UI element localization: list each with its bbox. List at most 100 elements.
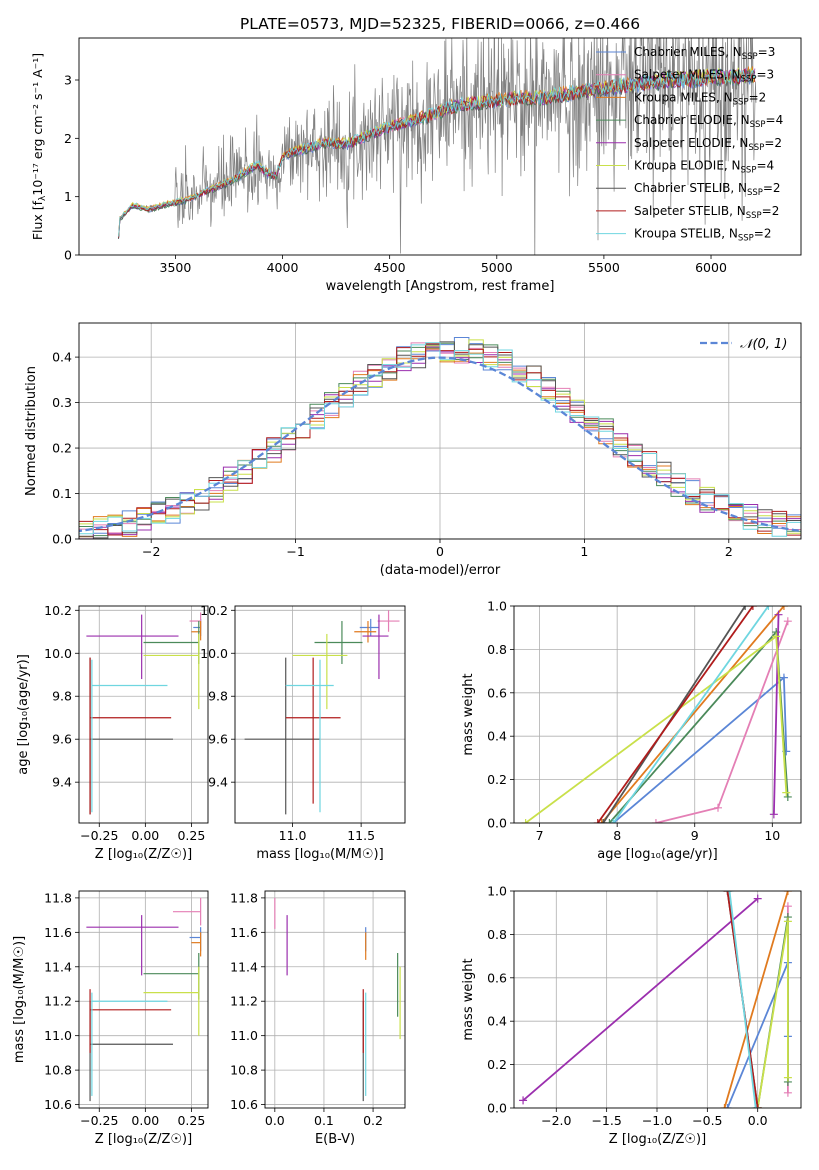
weight-marker-chabrier-elodie — [783, 792, 792, 801]
axes-frame — [513, 890, 802, 1109]
legend-value: =4 — [756, 159, 774, 173]
y-axis-label: mass weight — [461, 673, 476, 755]
y-tick-label: 9.4 — [52, 775, 72, 790]
axes-frame — [78, 605, 209, 824]
axes-frame — [513, 605, 802, 824]
y-tick-label: 11.2 — [230, 994, 258, 1009]
legend-name: Salpeter MILES, N — [634, 68, 741, 82]
y-tick-label: 10.6 — [44, 1097, 72, 1112]
weight-marker-kroupa-elodie — [783, 917, 792, 926]
x-tick-label: 0.2 — [363, 1113, 383, 1128]
legend-sub: SSP — [742, 52, 758, 62]
panel-mass_vs_EBV: 0.0 0.1 0.2 10.6 10.8 11.0 11.2 11.4 11.6 11.8 E(B… — [230, 890, 406, 1147]
model-line-kroupa-stelib — [118, 68, 756, 237]
weight-line-kroupa-stelib — [728, 891, 757, 1108]
legend-name: Kroupa STELIB, N — [634, 227, 738, 241]
weight-marker-salpeter-miles — [783, 1088, 792, 1097]
y-tick-label: 10.2 — [200, 603, 228, 618]
weight-marker-kroupa-miles — [783, 891, 792, 895]
y-tick-label: 11.4 — [230, 959, 258, 974]
axes-frame — [78, 37, 802, 256]
legend-value: =2 — [764, 136, 782, 150]
weight-marker-kroupa-stelib — [764, 606, 773, 610]
weight-marker-kroupa-elodie — [521, 819, 530, 823]
axes-frame — [78, 322, 802, 540]
y-tick-label: 2 — [64, 131, 72, 146]
plot-area — [514, 606, 801, 823]
y-tick-label: 11.6 — [44, 925, 72, 940]
x-tick-label: 5500 — [588, 260, 620, 275]
y-tick-label: 1.0 — [487, 599, 507, 614]
legend-sub: SSP — [741, 75, 757, 85]
x-tick-label: 4500 — [374, 260, 406, 275]
weight-marker-chabrier-miles — [723, 1104, 732, 1108]
y-tick-label: 10.2 — [44, 603, 72, 618]
legend-name: Chabrier MILES, N — [634, 45, 742, 59]
legend-name: Kroupa MILES, N — [634, 90, 733, 104]
x-axis-label: (data-model)/error — [380, 563, 501, 578]
axes-frame — [78, 890, 209, 1109]
weight-line-kroupa-stelib — [612, 606, 770, 823]
weight-marker-kroupa-stelib — [751, 1104, 760, 1108]
weight-marker-salpeter-stelib — [753, 1104, 762, 1108]
y-axis-label: mass weight — [461, 958, 476, 1040]
plot-area — [265, 891, 405, 1108]
legend-name: Kroupa ELODIE, N — [634, 159, 741, 173]
weight-marker-kroupa-stelib — [725, 891, 734, 895]
x-tick-label: 9 — [691, 828, 699, 843]
weight-line-salpeter-miles — [655, 620, 789, 823]
x-tick-label: 8 — [613, 828, 621, 843]
x-tick-label: 7 — [536, 828, 544, 843]
y-tick-label: 10.6 — [230, 1097, 258, 1112]
legend-label: Kroupa MILES, NSSP=2 — [634, 90, 766, 107]
normal-curve — [79, 356, 801, 533]
y-tick-label: 11.6 — [230, 925, 258, 940]
weight-marker-kroupa-elodie — [772, 632, 781, 641]
x-tick-label: −1.5 — [591, 1113, 621, 1128]
y-tick-label: 9.6 — [52, 732, 72, 747]
y-tick-label: 0.2 — [487, 772, 507, 787]
panel-spectrum: 3500 4000 4500 5000 5500 6000 0 1 2 3 wavelength [… — [30, 37, 802, 294]
weight-line-kroupa-miles — [601, 606, 785, 823]
legend-name: Chabrier STELIB, N — [634, 181, 747, 195]
weight-marker-kroupa-elodie — [782, 788, 791, 797]
legend-label: Chabrier MILES, NSSP=3 — [634, 45, 775, 62]
y-tick-label: 0.8 — [487, 927, 507, 942]
panel-age_vs_mass: 11.0 11.5 9.4 9.6 9.8 10.0 10.2 mass [log₁₀(M/M… — [200, 603, 406, 862]
y-label-sub: λ — [38, 195, 48, 201]
legend-value: =2 — [762, 204, 780, 218]
x-tick-label: 2 — [725, 544, 733, 559]
x-tick-label: 5000 — [481, 260, 513, 275]
legend-label: Chabrier ELODIE, NSSP=4 — [634, 113, 783, 130]
legend-name: Salpeter STELIB, N — [634, 204, 746, 218]
weight-line-kroupa-elodie — [756, 921, 789, 1108]
x-tick-label: 6000 — [695, 260, 727, 275]
x-tick-label: 4000 — [267, 260, 299, 275]
x-tick-label: 0.0 — [748, 1113, 768, 1128]
legend-sub: SSP — [746, 211, 762, 221]
weight-marker-kroupa-miles — [597, 819, 606, 823]
x-tick-label: −2 — [142, 544, 160, 559]
panel-weight_vs_Z: −2.0 −1.5 −1.0 −0.5 0.0 0.0 0.2 0.4 0.6 0.8 1.0 Z [… — [461, 884, 802, 1147]
y-axis-label: mass [log₁₀(M/M☉)] — [12, 936, 27, 1063]
weight-marker-salpeter-miles — [651, 819, 660, 823]
y-tick-label: 9.6 — [208, 732, 228, 747]
x-axis-label: mass [log₁₀(M/M☉)] — [256, 847, 383, 862]
legend-value: =3 — [758, 45, 776, 59]
y-tick-label: 10.8 — [230, 1063, 258, 1078]
legend-value: =2 — [763, 181, 781, 195]
y-tick-label: 10.8 — [44, 1063, 72, 1078]
weight-marker-salpeter-elodie — [774, 610, 783, 619]
y-label-part: 10⁻¹⁷ erg cm⁻² s⁻¹ A⁻¹] — [30, 53, 45, 196]
legend-sub: SSP — [750, 120, 766, 130]
legend-value: =2 — [754, 227, 772, 241]
legend-label: 𝒩(0, 1) — [740, 337, 787, 352]
y-tick-label: 0.2 — [52, 441, 72, 456]
figure-title: PLATE=0573, MJD=52325, FIBERID=0066, z=0… — [240, 15, 640, 33]
y-tick-label: 0 — [64, 248, 72, 263]
y-tick-label: 0.2 — [487, 1057, 507, 1072]
weight-marker-salpeter-elodie — [519, 1096, 528, 1105]
legend-label: Salpeter ELODIE, NSSP=2 — [634, 136, 782, 153]
y-tick-label: 10.0 — [44, 646, 72, 661]
legend-sub: SSP — [738, 234, 754, 244]
